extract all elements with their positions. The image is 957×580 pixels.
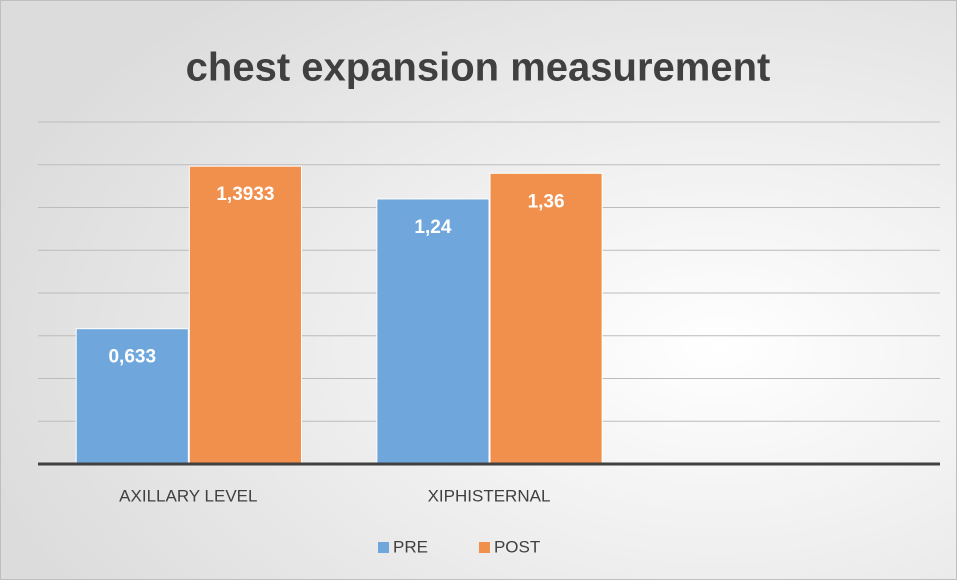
data-label: 1,36 [528,191,565,212]
legend-swatch [378,542,389,553]
bar [489,172,603,465]
x-tick-label: XIPHISTERNAL [428,486,551,505]
x-tick-label: AXILLARY LEVEL [119,486,257,505]
data-label: 1,24 [414,217,451,238]
legend-swatch [478,542,490,553]
bar [188,165,302,465]
legend-label: POST [494,537,540,556]
chart-title: chest expansion measurement [186,46,771,90]
legend-label: PRE [393,537,428,556]
data-label: 0,633 [108,347,156,368]
data-label: 1,3933 [216,184,274,205]
bar [376,198,490,465]
